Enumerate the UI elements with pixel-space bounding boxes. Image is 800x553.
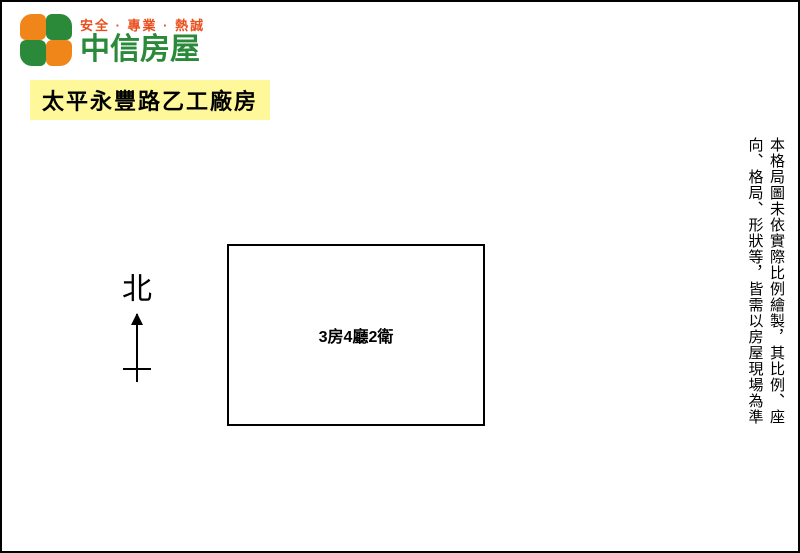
disclaimer-line-1: 本格局圖未依實際比例繪製，其比例、座 bbox=[767, 137, 787, 425]
logo-text: 安全 · 專業 · 熱誠 中信房屋 bbox=[80, 15, 205, 66]
room-box: 3房4廳2衛 bbox=[227, 244, 485, 426]
property-title: 太平永豐路乙工廠房 bbox=[30, 80, 270, 120]
disclaimer-line-2: 向、格局、形狀等，皆需以房屋現場為準 bbox=[745, 137, 765, 425]
room-label: 3房4廳2衛 bbox=[319, 323, 394, 347]
brand-name: 中信房屋 bbox=[80, 34, 205, 66]
brand-logo-icon bbox=[20, 14, 72, 66]
disclaimer: 本格局圖未依實際比例繪製，其比例、座 向、格局、形狀等，皆需以房屋現場為準 bbox=[745, 137, 786, 425]
north-label: 北 bbox=[122, 264, 152, 308]
tagline: 安全 · 專業 · 熱誠 bbox=[80, 15, 205, 34]
logo-quad-bl bbox=[20, 40, 46, 66]
north-cross-icon bbox=[123, 368, 151, 370]
header: 安全 · 專業 · 熱誠 中信房屋 bbox=[20, 14, 205, 66]
floorplan-page: 安全 · 專業 · 熱誠 中信房屋 太平永豐路乙工廠房 北 3房4廳2衛 本格局… bbox=[0, 0, 800, 553]
logo-quad-tr bbox=[46, 14, 72, 40]
logo-quad-br bbox=[46, 40, 72, 66]
north-indicator: 北 bbox=[122, 264, 152, 382]
logo: 安全 · 專業 · 熱誠 中信房屋 bbox=[20, 14, 205, 66]
north-arrow-icon bbox=[136, 314, 138, 382]
logo-quad-tl bbox=[20, 14, 46, 40]
